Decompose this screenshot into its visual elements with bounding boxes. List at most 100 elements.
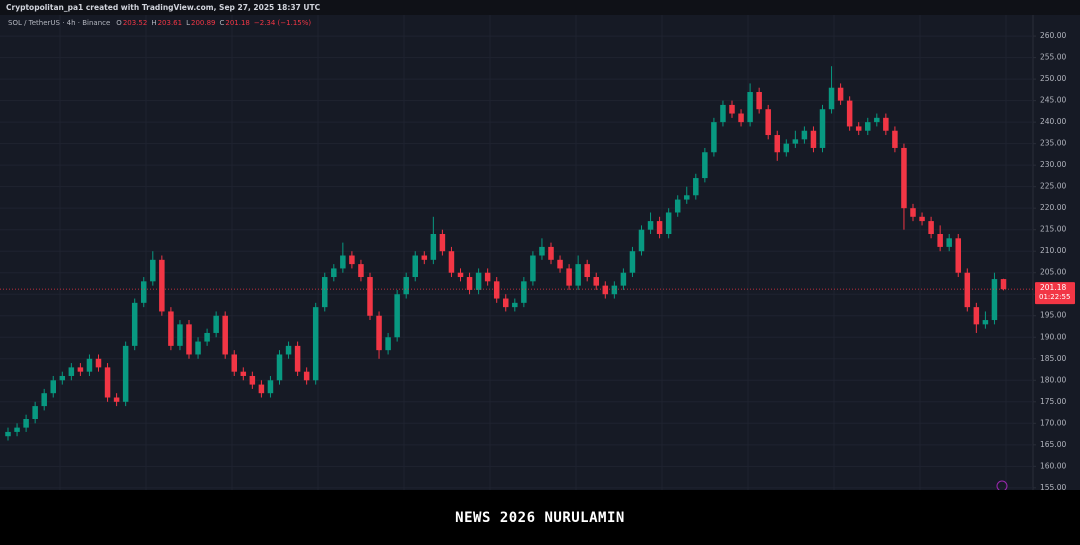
candle-body bbox=[1000, 279, 1007, 290]
candle-body bbox=[973, 307, 980, 325]
candle-body bbox=[430, 233, 437, 260]
banner: NEWS 2026 NURULAMIN bbox=[455, 509, 625, 526]
ohlc-key: C bbox=[219, 19, 224, 27]
candle-body bbox=[104, 367, 111, 398]
candle-body bbox=[575, 264, 581, 286]
candle-body bbox=[656, 221, 663, 234]
candle-body bbox=[131, 302, 138, 346]
y-tick-label: 185.00 bbox=[1040, 354, 1066, 363]
candle-body bbox=[557, 259, 563, 269]
candle-body bbox=[204, 332, 210, 342]
y-tick-label: 225.00 bbox=[1040, 182, 1066, 191]
price-tag bbox=[1035, 282, 1075, 305]
candle-body bbox=[729, 104, 735, 114]
candle-body bbox=[403, 277, 409, 295]
ohlc-value: 203.61 bbox=[158, 19, 183, 27]
y-tick-label: 250.00 bbox=[1040, 74, 1066, 83]
candle-body bbox=[231, 354, 237, 372]
candle-body bbox=[801, 130, 808, 140]
candle-body bbox=[50, 380, 56, 394]
candle-body bbox=[584, 264, 590, 278]
candle-body bbox=[837, 87, 844, 101]
candle-body bbox=[448, 251, 455, 273]
candle-body bbox=[349, 255, 355, 265]
candle-body bbox=[331, 268, 337, 278]
symbol: SOL / TetherUS · 4h · Binance bbox=[8, 19, 110, 27]
price-tag-value: 201.18 bbox=[1040, 283, 1066, 292]
ohlc-value: 200.89 bbox=[191, 19, 216, 27]
y-tick-label: 170.00 bbox=[1040, 418, 1066, 427]
candle-body bbox=[249, 375, 256, 385]
candle-body bbox=[810, 130, 817, 148]
y-tick-label: 195.00 bbox=[1040, 311, 1066, 320]
candle-body bbox=[530, 255, 536, 282]
y-tick-label: 255.00 bbox=[1040, 53, 1066, 62]
candle-body bbox=[77, 367, 84, 372]
candle-body bbox=[901, 147, 907, 209]
candles bbox=[0, 66, 1033, 441]
candle-body bbox=[493, 281, 500, 299]
candle-body bbox=[846, 100, 853, 127]
y-tick-label: 160.00 bbox=[1040, 461, 1066, 470]
chart-background bbox=[0, 0, 1080, 490]
event-icon bbox=[996, 480, 1008, 490]
y-tick-label: 205.00 bbox=[1040, 268, 1066, 277]
candle-body bbox=[765, 109, 771, 136]
candle-body bbox=[503, 298, 509, 308]
candle-body bbox=[702, 152, 708, 179]
candle-body bbox=[792, 139, 799, 144]
candle-body bbox=[340, 255, 346, 269]
y-tick-label: 220.00 bbox=[1040, 203, 1066, 212]
candle-body bbox=[711, 122, 717, 153]
candle-body bbox=[14, 427, 20, 432]
header-credit: Cryptopolitan_pa1 created with TradingVi… bbox=[6, 3, 321, 12]
candle-body bbox=[240, 371, 247, 376]
candle-body bbox=[629, 251, 636, 273]
candle-body bbox=[674, 199, 681, 213]
y-tick-label: 190.00 bbox=[1040, 332, 1066, 341]
candle-body bbox=[738, 113, 744, 123]
candle-body bbox=[684, 195, 690, 200]
candle-body bbox=[928, 221, 934, 234]
candle-body bbox=[294, 345, 301, 372]
candle-body bbox=[937, 233, 943, 247]
chart: Cryptopolitan_pa1 created with TradingVi… bbox=[0, 0, 1080, 490]
candle-body bbox=[964, 272, 971, 308]
candle-body bbox=[883, 117, 889, 131]
candle-body bbox=[611, 285, 618, 295]
candle-body bbox=[385, 337, 391, 351]
candle-body bbox=[439, 233, 446, 252]
y-tick-label: 240.00 bbox=[1040, 117, 1066, 126]
candle-body bbox=[222, 315, 228, 355]
candle-body bbox=[819, 109, 826, 148]
candle-body bbox=[475, 272, 482, 290]
ohlc-value: 203.52 bbox=[123, 19, 148, 27]
candle-body bbox=[521, 281, 527, 303]
candle-body bbox=[86, 358, 93, 372]
y-tick-label: 180.00 bbox=[1040, 375, 1066, 384]
candle-body bbox=[258, 384, 265, 394]
candle-body bbox=[774, 135, 780, 153]
candle-body bbox=[23, 419, 29, 428]
candle-body bbox=[466, 277, 473, 290]
candle-body bbox=[177, 324, 183, 346]
y-tick-label: 165.00 bbox=[1040, 440, 1066, 449]
y-tick-label: 155.00 bbox=[1040, 483, 1066, 490]
candle-body bbox=[95, 358, 102, 368]
candle-body bbox=[367, 277, 373, 316]
candle-body bbox=[892, 130, 898, 148]
candle-body bbox=[693, 178, 699, 196]
y-tick-label: 175.00 bbox=[1040, 397, 1066, 406]
candle-body bbox=[620, 272, 627, 286]
candle-body bbox=[186, 324, 192, 355]
ohlc-change: −2.34 (−1.15%) bbox=[254, 19, 312, 27]
candle-body bbox=[566, 268, 572, 286]
ohlc-value: 201.18 bbox=[225, 19, 250, 27]
candle-body bbox=[322, 277, 328, 308]
candle-body bbox=[68, 367, 75, 376]
candle-body bbox=[358, 264, 364, 278]
candle-body bbox=[457, 272, 464, 278]
candle-body bbox=[512, 302, 518, 308]
candle-body bbox=[720, 104, 726, 123]
candle-body bbox=[874, 117, 880, 123]
